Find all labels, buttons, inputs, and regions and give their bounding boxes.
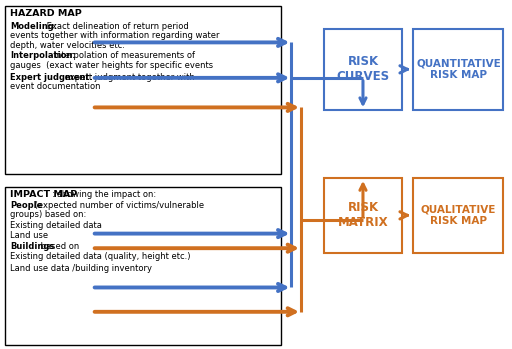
Text: Interpolation:: Interpolation: [10,51,76,60]
Text: QUANTITATIVE
RISK MAP: QUANTITATIVE RISK MAP [416,59,501,80]
FancyBboxPatch shape [413,178,503,253]
Text: QUALITATIVE
RISK MAP: QUALITATIVE RISK MAP [421,205,496,226]
FancyBboxPatch shape [5,6,281,174]
Text: groups) based on:: groups) based on: [10,210,86,219]
Text: expert judgment together with: expert judgment together with [62,73,195,82]
FancyBboxPatch shape [324,29,402,110]
Text: Existing detailed data: Existing detailed data [10,221,102,230]
Text: based on: based on [38,242,79,251]
FancyBboxPatch shape [5,187,281,345]
Text: Exact delineation of return period: Exact delineation of return period [44,22,189,31]
Text: RISK
CURVES: RISK CURVES [336,55,390,83]
Text: (expected number of victims/vulnerable: (expected number of victims/vulnerable [32,201,204,209]
Text: events together with information regarding water: events together with information regardi… [10,31,219,40]
Text: gauges  (exact water heights for specific events: gauges (exact water heights for specific… [10,61,213,70]
Text: depth, water velocities etc.: depth, water velocities etc. [10,41,125,50]
Text: : showing the impact on:: : showing the impact on: [52,190,156,199]
Text: Modeling:: Modeling: [10,22,57,31]
Text: Buildings: Buildings [10,242,54,251]
Text: Land use: Land use [10,231,48,240]
Text: Interpolation of measurements of: Interpolation of measurements of [51,51,195,60]
Text: HAZARD MAP: HAZARD MAP [10,9,81,18]
Text: People: People [10,201,42,209]
FancyBboxPatch shape [413,29,503,110]
Text: Land use data /building inventory: Land use data /building inventory [10,264,152,273]
Text: Expert judgment:: Expert judgment: [10,73,93,82]
Text: event documentation: event documentation [10,82,100,91]
Text: Existing detailed data (quality, height etc.): Existing detailed data (quality, height … [10,252,190,261]
Text: IMPACT MAP: IMPACT MAP [10,190,77,199]
Text: RISK
MATRIX: RISK MATRIX [337,201,388,229]
FancyBboxPatch shape [324,178,402,253]
